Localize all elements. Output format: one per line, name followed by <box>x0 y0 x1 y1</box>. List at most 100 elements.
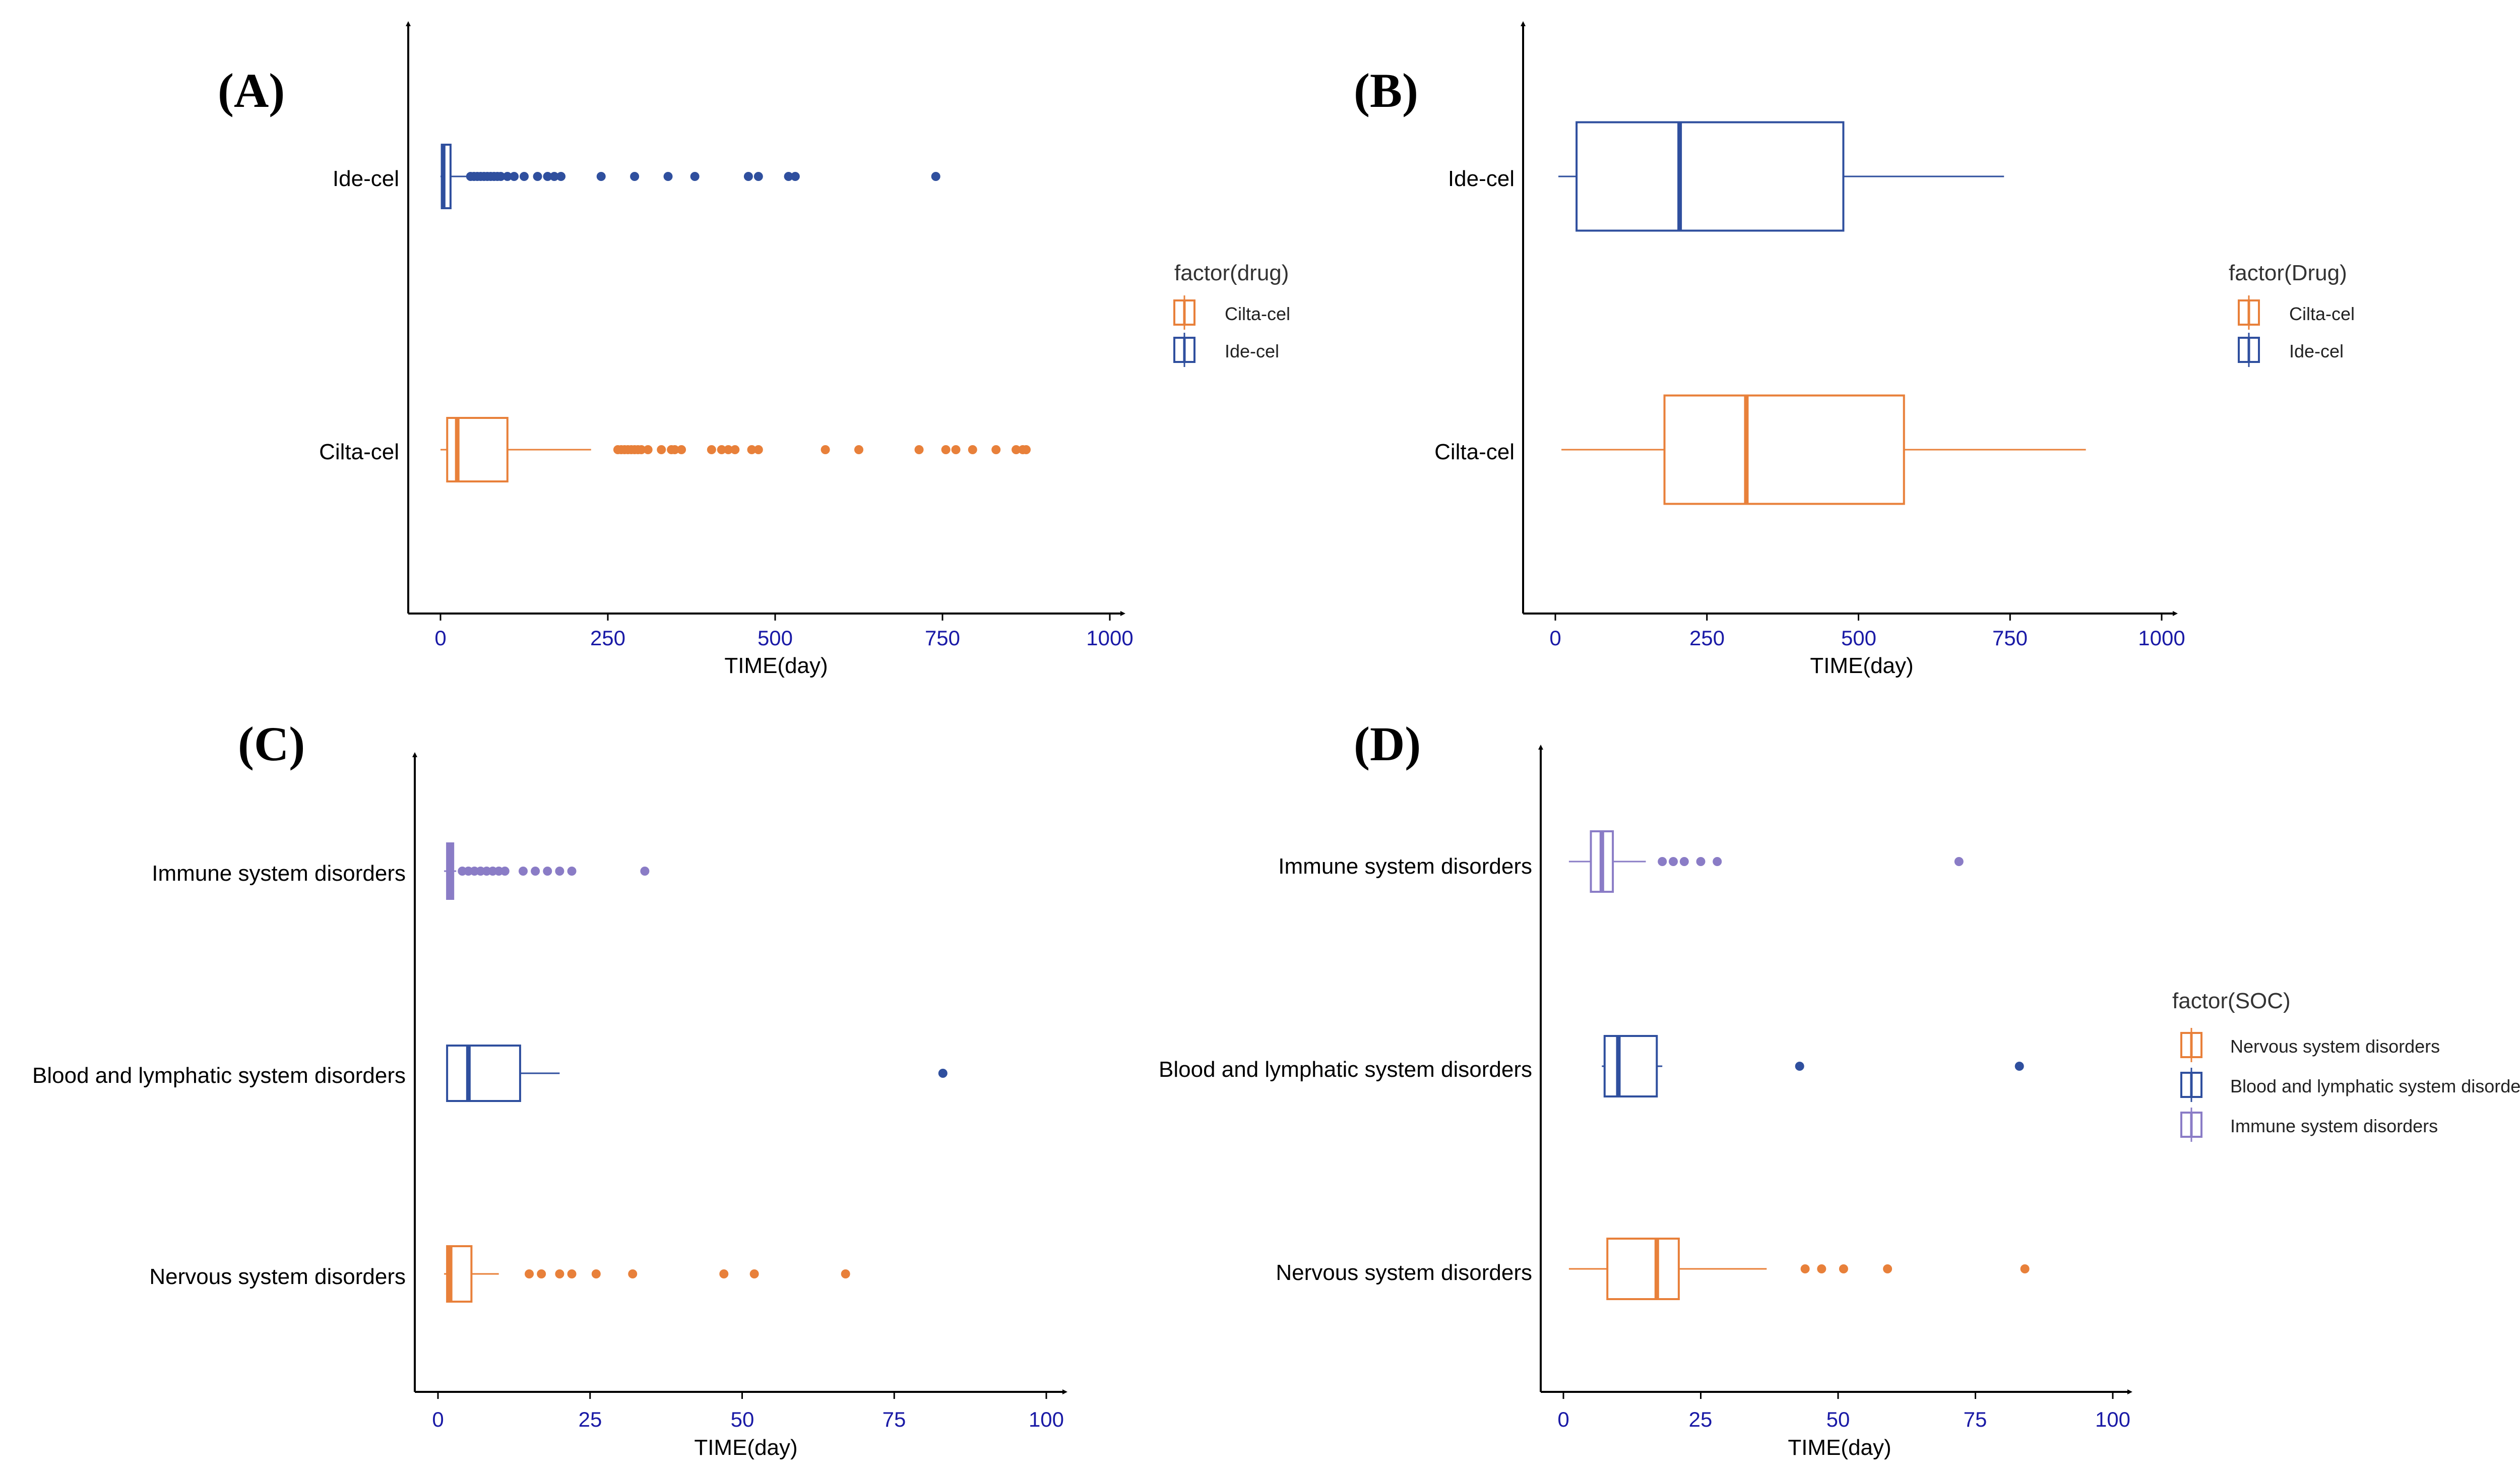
x-tick-label: 750 <box>925 626 960 650</box>
outlier-point <box>724 445 733 454</box>
outlier-point <box>500 867 510 876</box>
outlier-point <box>657 445 666 454</box>
x-tick-label: 750 <box>1992 626 2028 650</box>
panel-label-b: (B) <box>1354 64 1418 117</box>
x-tick-label: 0 <box>1549 626 1561 650</box>
category-label-cilta-cel: Cilta-cel <box>1434 440 1515 464</box>
outlier-point <box>555 867 564 876</box>
legend-key-ide-cel <box>2238 333 2260 367</box>
outlier-point <box>630 172 640 181</box>
outlier-point <box>1696 857 1706 866</box>
outlier-point <box>533 172 542 181</box>
boxplot-immune-system-disorders <box>444 842 650 900</box>
x-tick-label: 25 <box>1689 1408 1713 1431</box>
box-iqr <box>1603 1035 1658 1097</box>
outlier-point <box>707 445 716 454</box>
outlier-point <box>1012 445 1021 454</box>
outlier-point <box>518 867 528 876</box>
category-label-blood-lymphatic: Blood and lymphatic system disorders <box>1159 1057 1532 1082</box>
legend-key-blood-and-lymphatic-system-disorders <box>2180 1068 2202 1102</box>
category-label-ide-cel: Ide-cel <box>333 166 399 191</box>
category-label-nervous: Nervous system disorders <box>1276 1260 1532 1285</box>
legend-title: factor(Drug) <box>2229 261 2347 285</box>
x-tick-label: 250 <box>590 626 625 650</box>
outlier-point <box>1658 857 1667 866</box>
category-label-ide-cel: Ide-cel <box>1448 166 1515 191</box>
boxplot-cilta-cel <box>1561 394 2086 505</box>
outlier-point <box>1669 857 1678 866</box>
x-tick-label: 0 <box>432 1408 444 1431</box>
outlier-point <box>1679 857 1689 866</box>
legend-label-ide-cel: Ide-cel <box>2289 341 2344 361</box>
outlier-point <box>628 1269 638 1278</box>
outlier-point <box>747 445 757 454</box>
boxplot-blood-and-lymphatic-system-disorders <box>446 1045 948 1102</box>
outlier-point <box>1022 445 1031 454</box>
legend-key-cilta-cel <box>1173 295 1195 330</box>
panel-label-d: (D) <box>1354 717 1421 771</box>
category-label-blood-lymphatic: Blood and lymphatic system disorders <box>32 1063 406 1088</box>
outlier-point <box>640 867 650 876</box>
outlier-point <box>663 172 673 181</box>
legend-label-ide-cel: Ide-cel <box>1225 341 1279 361</box>
outlier-point <box>556 172 566 181</box>
outlier-point <box>1883 1264 1893 1273</box>
category-label-nervous: Nervous system disorders <box>149 1264 406 1289</box>
outlier-point <box>1817 1264 1826 1273</box>
outlier-point <box>951 445 961 454</box>
outlier-point <box>596 172 606 181</box>
x-tick-label: 0 <box>434 626 446 650</box>
x-tick-label: 0 <box>1557 1408 1569 1431</box>
outlier-point <box>677 445 686 454</box>
outlier-point <box>543 172 552 181</box>
legend-key-cilta-cel <box>2238 295 2260 330</box>
outlier-point <box>496 172 506 181</box>
outlier-point <box>2020 1264 2030 1273</box>
x-tick-label: 500 <box>758 626 793 650</box>
panel-label-a: (A) <box>218 64 285 117</box>
boxplot-blood-and-lymphatic-system-disorders <box>1602 1035 2024 1097</box>
outlier-point <box>549 172 559 181</box>
outlier-point <box>719 1269 729 1278</box>
panel-a: (A) Ide-cel Cilta-cel 0 250 500 750 1000… <box>218 21 1290 678</box>
outlier-point <box>821 445 830 454</box>
outlier-point <box>968 445 977 454</box>
x-axis-title: TIME(day) <box>1810 653 1913 678</box>
outlier-point <box>502 172 512 181</box>
outlier-point <box>525 1269 534 1278</box>
outlier-point <box>1839 1264 1848 1273</box>
box-iqr <box>1606 1238 1680 1300</box>
x-tick-label: 500 <box>1841 626 1876 650</box>
panel-c: (C) Immune system disorders Blood and ly… <box>32 717 1067 1460</box>
outlier-point <box>931 172 940 181</box>
boxplot-ide-cel <box>1558 121 2004 232</box>
category-label-immune: Immune system disorders <box>152 861 406 886</box>
outlier-point <box>567 1269 577 1278</box>
box-iqr <box>446 1045 521 1102</box>
legend-title: factor(drug) <box>1174 261 1289 285</box>
legend-label-nervous: Nervous system disorders <box>2230 1036 2440 1057</box>
outlier-point <box>749 1269 759 1278</box>
legend-key-ide-cel <box>1173 333 1195 367</box>
category-label-immune: Immune system disorders <box>1278 854 1532 879</box>
panel-b: (B) Ide-cel Cilta-cel 0 250 500 750 1000… <box>1354 21 2355 678</box>
x-tick-label: 50 <box>731 1408 754 1431</box>
outlier-point <box>520 172 529 181</box>
outlier-point <box>690 172 700 181</box>
legend-label-cilta-cel: Cilta-cel <box>1225 303 1290 324</box>
x-axis-title: TIME(day) <box>724 653 828 678</box>
x-axis-title: TIME(day) <box>1788 1435 1891 1460</box>
legend: factor(SOC) Nervous system disorders Blo… <box>2172 989 2520 1136</box>
outlier-point <box>854 445 863 454</box>
outlier-point <box>1713 857 1722 866</box>
x-tick-label: 75 <box>1964 1408 1987 1431</box>
outlier-point <box>543 867 552 876</box>
x-tick-label: 1000 <box>1086 626 1133 650</box>
outlier-point <box>841 1269 850 1278</box>
outlier-point <box>591 1269 601 1278</box>
outlier-point <box>537 1269 546 1278</box>
panel-d: (D) Immune system disorders Blood and ly… <box>1159 717 2520 1460</box>
legend-label-immune: Immune system disorders <box>2230 1116 2438 1136</box>
outlier-point <box>555 1269 564 1278</box>
legend-label-blood-lymphatic: Blood and lymphatic system disorders <box>2230 1076 2520 1096</box>
